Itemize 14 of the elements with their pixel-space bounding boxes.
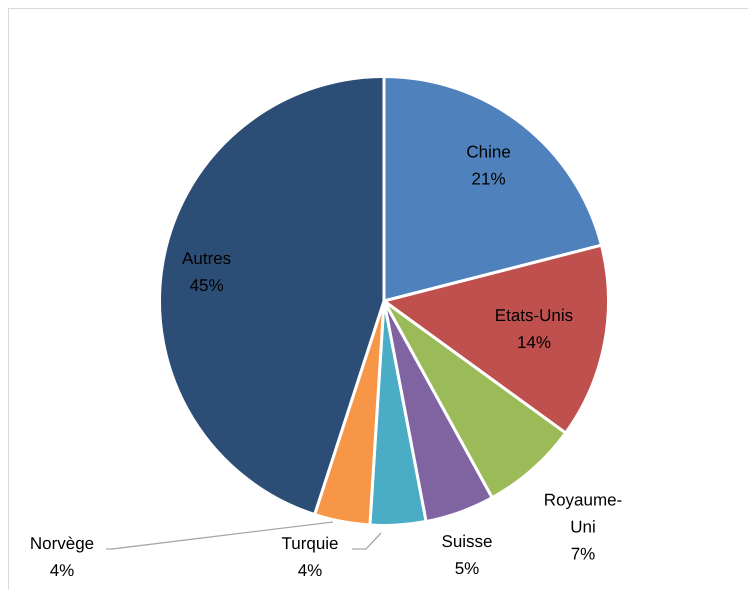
data-label: 4% bbox=[50, 561, 74, 580]
data-label: 5% bbox=[454, 559, 480, 578]
data-label: 45% bbox=[190, 276, 224, 296]
slice-label: Norvège bbox=[30, 534, 94, 554]
data-label: 14% bbox=[516, 332, 551, 352]
data-label: 21% bbox=[472, 169, 506, 188]
slice-label: Turquie bbox=[281, 534, 339, 554]
data-label: 7% bbox=[570, 544, 596, 564]
slice-label: Autres bbox=[182, 249, 232, 268]
data-label: 4% bbox=[298, 561, 322, 580]
slice-label: Suisse bbox=[441, 532, 493, 552]
slice-label: Chine bbox=[466, 142, 511, 162]
slice-label: Etats-Unis bbox=[494, 306, 574, 325]
slice-label: Royaume-Uni bbox=[544, 490, 622, 537]
